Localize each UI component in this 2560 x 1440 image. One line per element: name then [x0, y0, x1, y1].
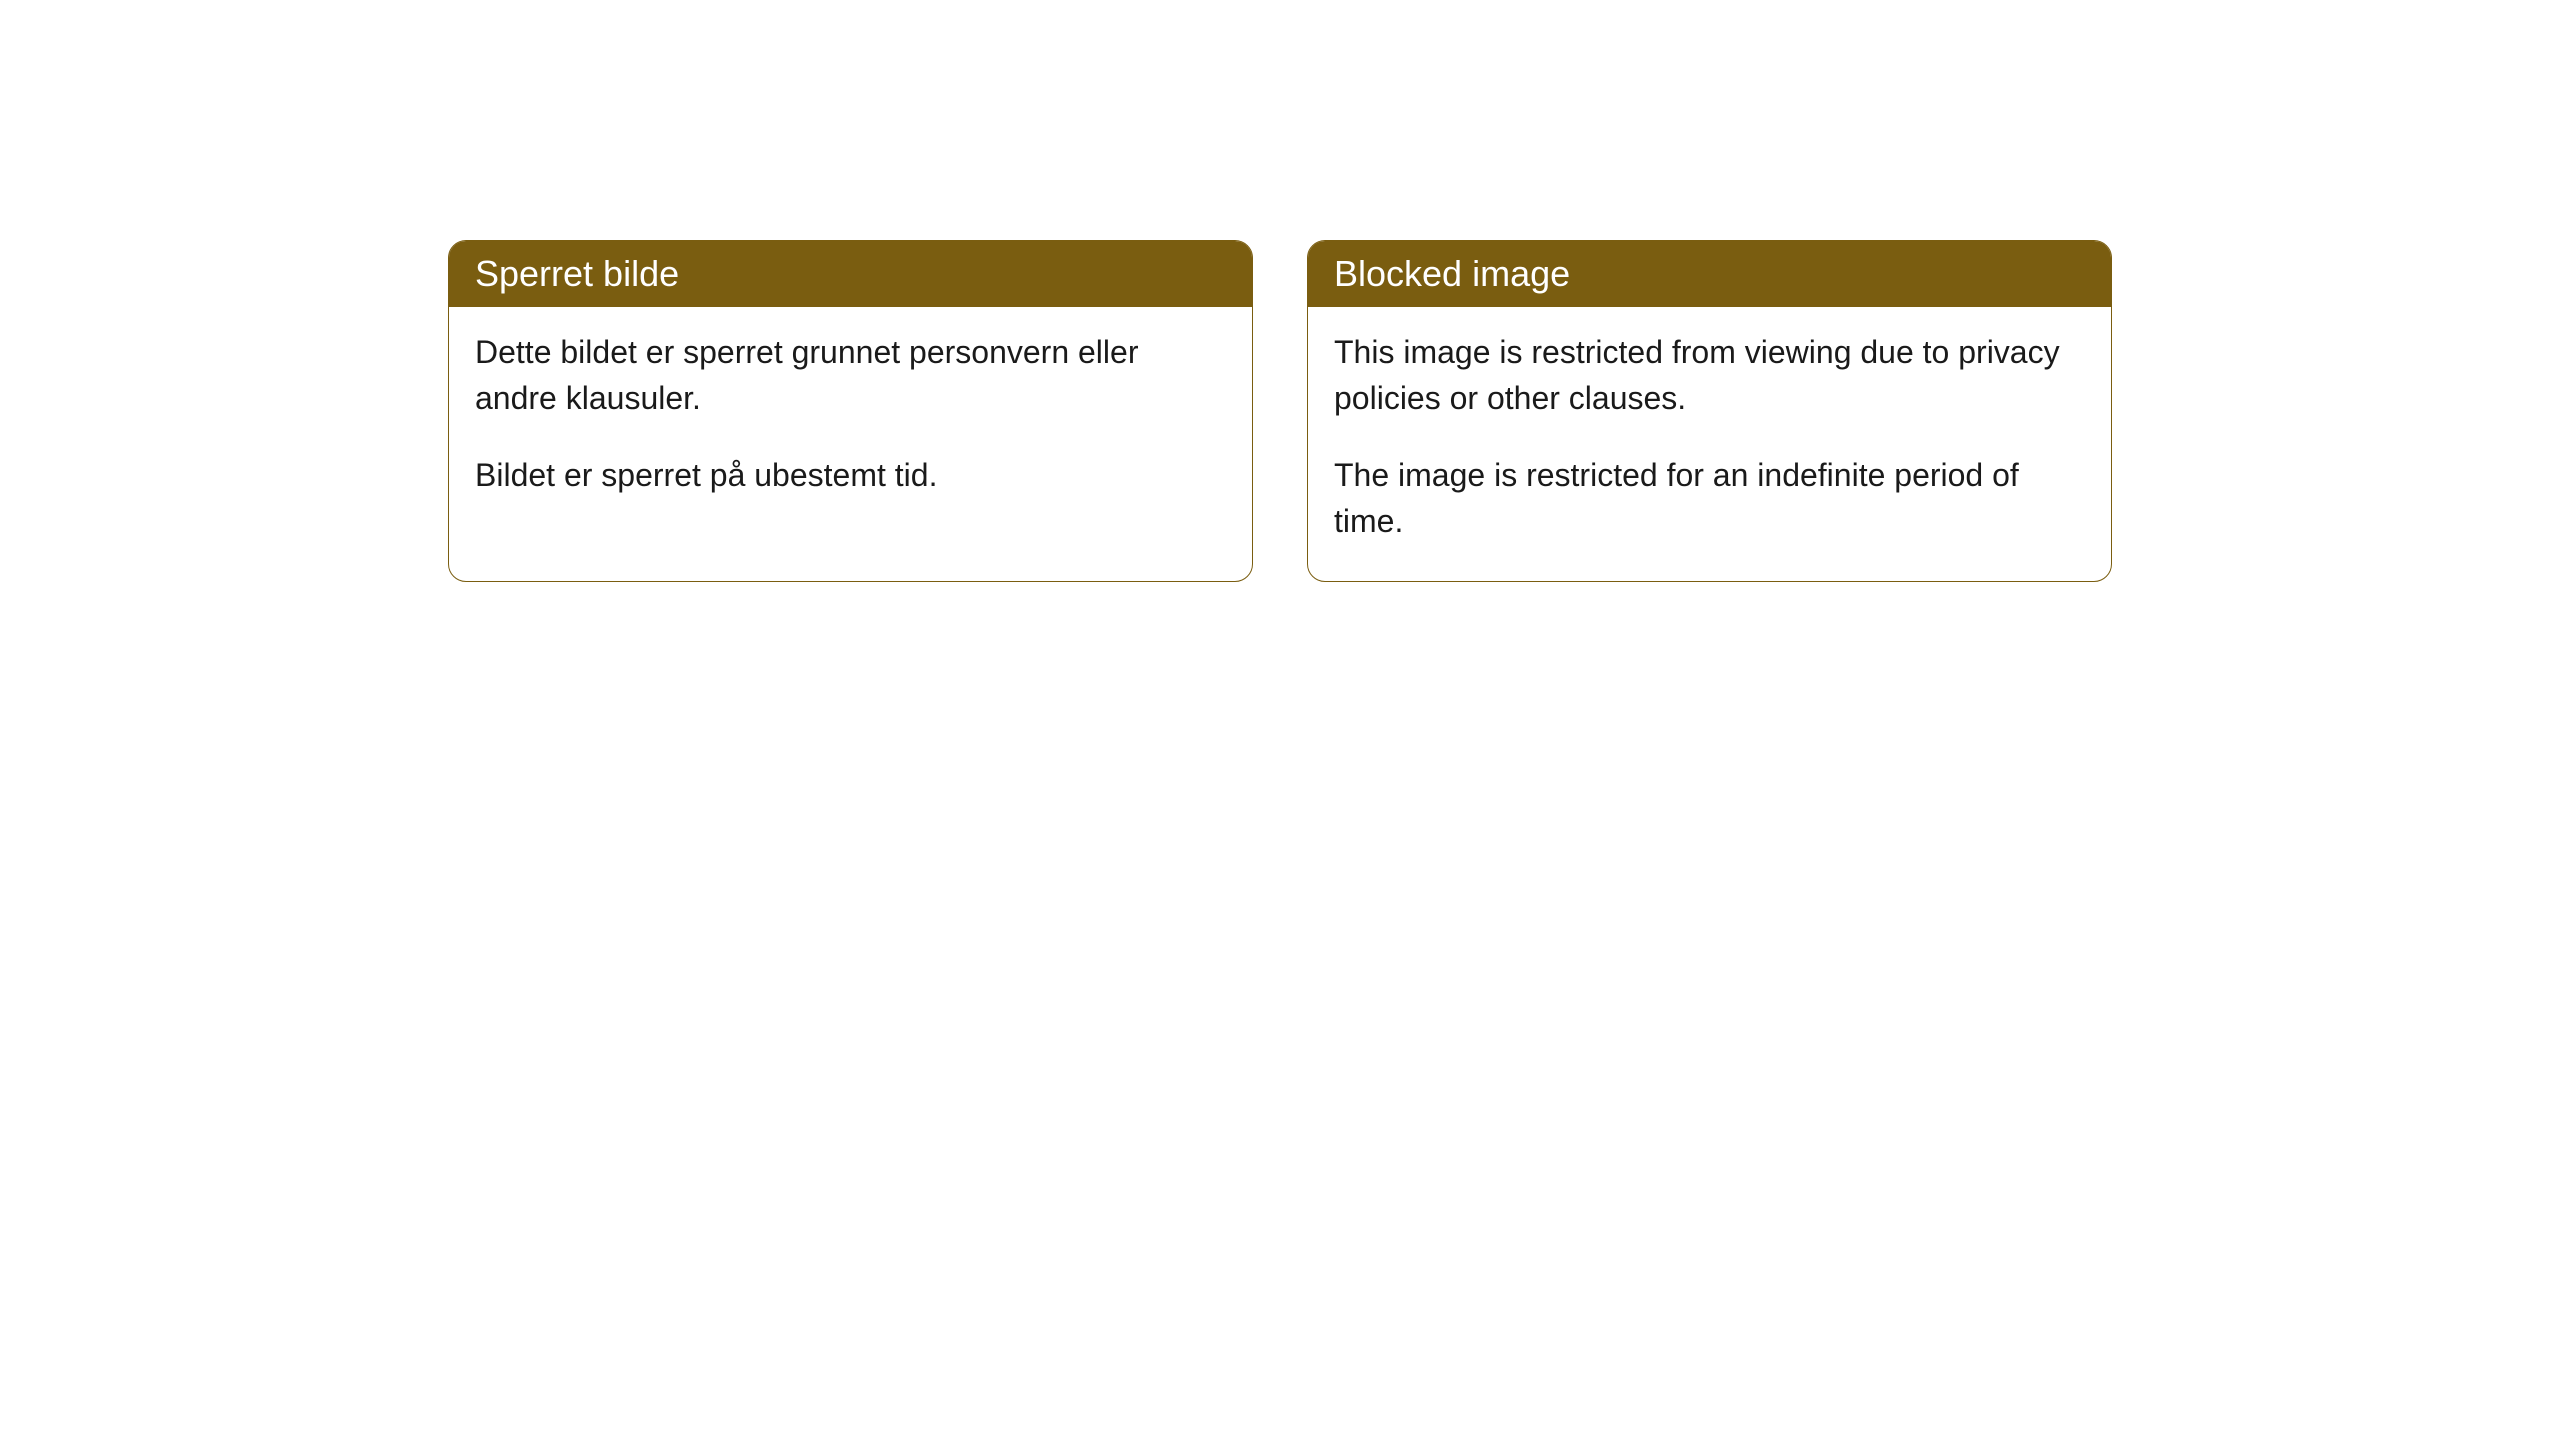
- notice-header: Blocked image: [1308, 241, 2111, 307]
- notice-body: Dette bildet er sperret grunnet personve…: [449, 307, 1252, 534]
- notice-paragraph: Dette bildet er sperret grunnet personve…: [475, 329, 1226, 422]
- notice-paragraph: This image is restricted from viewing du…: [1334, 329, 2085, 422]
- notice-card-norwegian: Sperret bilde Dette bildet er sperret gr…: [448, 240, 1253, 582]
- notice-paragraph: The image is restricted for an indefinit…: [1334, 452, 2085, 545]
- notice-title: Sperret bilde: [475, 253, 679, 294]
- notice-container: Sperret bilde Dette bildet er sperret gr…: [448, 240, 2112, 582]
- notice-body: This image is restricted from viewing du…: [1308, 307, 2111, 581]
- notice-card-english: Blocked image This image is restricted f…: [1307, 240, 2112, 582]
- notice-header: Sperret bilde: [449, 241, 1252, 307]
- notice-title: Blocked image: [1334, 253, 1570, 294]
- notice-paragraph: Bildet er sperret på ubestemt tid.: [475, 452, 1226, 498]
